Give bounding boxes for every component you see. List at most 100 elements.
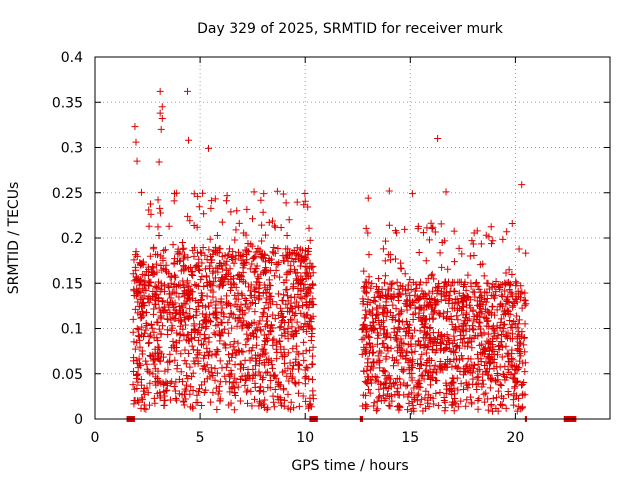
data-point: [503, 349, 511, 357]
data-point: [182, 300, 190, 308]
data-point: [301, 293, 309, 301]
data-point: [182, 381, 190, 389]
data-point: [483, 289, 491, 297]
data-point: [169, 337, 177, 345]
data-point: [274, 311, 282, 319]
x-tick-label: 15: [401, 430, 419, 446]
data-point: [213, 231, 221, 239]
data-point: [150, 394, 158, 402]
data-point: [134, 370, 142, 378]
data-point: [133, 397, 141, 405]
data-point: [425, 343, 433, 351]
data-point: [403, 381, 411, 389]
data-point: [397, 291, 405, 299]
data-point: [143, 360, 151, 368]
data-point: [277, 223, 285, 231]
data-point: [252, 265, 260, 273]
data-point: [274, 393, 282, 401]
data-point: [409, 356, 417, 364]
data-point: [458, 250, 466, 258]
data-point: [241, 381, 249, 389]
data-point: [259, 208, 267, 216]
data-point: [283, 232, 291, 240]
data-point: [218, 218, 226, 226]
data-point: [375, 347, 383, 355]
data-point: [270, 335, 278, 343]
data-point: [223, 257, 231, 265]
data-point: [304, 270, 312, 278]
data-point: [199, 310, 207, 318]
data-points: [129, 87, 530, 415]
data-point: [402, 355, 410, 363]
data-point: [406, 276, 414, 284]
data-point: [133, 384, 141, 392]
data-point: [163, 380, 171, 388]
data-point: [144, 389, 152, 397]
data-point: [494, 387, 502, 395]
data-point: [243, 256, 251, 264]
data-point: [375, 321, 383, 329]
data-point: [155, 232, 163, 240]
data-point: [152, 283, 160, 291]
data-point: [242, 341, 250, 349]
data-point: [268, 217, 276, 225]
data-point: [369, 348, 377, 356]
data-point: [180, 244, 188, 252]
data-point: [256, 386, 264, 394]
data-point: [509, 356, 517, 364]
data-point: [227, 309, 235, 317]
data-point: [252, 248, 260, 256]
data-point: [271, 223, 279, 231]
data-point: [292, 327, 300, 335]
data-point: [133, 157, 141, 165]
data-point: [474, 282, 482, 290]
data-point: [273, 187, 281, 195]
data-point: [425, 355, 433, 363]
data-point: [207, 280, 215, 288]
data-point: [282, 276, 290, 284]
data-point: [260, 267, 268, 275]
data-point: [450, 258, 458, 266]
data-point: [245, 347, 253, 355]
data-point: [481, 305, 489, 313]
data-point: [170, 304, 178, 312]
data-point: [179, 281, 187, 289]
data-point: [247, 287, 255, 295]
data-point: [160, 396, 168, 404]
data-point: [423, 343, 431, 351]
data-point: [157, 330, 165, 338]
data-point: [472, 278, 480, 286]
data-point: [265, 358, 273, 366]
data-point: [169, 300, 177, 308]
data-point: [514, 320, 522, 328]
data-point: [262, 288, 270, 296]
data-point: [409, 278, 417, 286]
data-point: [309, 280, 317, 288]
data-point: [260, 331, 268, 339]
data-point: [216, 327, 224, 335]
data-point: [278, 308, 286, 316]
data-point: [168, 378, 176, 386]
data-point: [414, 390, 422, 398]
data-point: [487, 223, 495, 231]
data-point: [500, 311, 508, 319]
data-point: [452, 324, 460, 332]
data-point: [133, 339, 141, 347]
data-point: [404, 320, 412, 328]
data-point: [361, 306, 369, 314]
data-point: [238, 347, 246, 355]
data-point: [262, 258, 269, 266]
data-point: [302, 347, 310, 355]
data-point: [189, 404, 197, 412]
data-point: [248, 242, 256, 250]
data-point: [497, 382, 505, 390]
data-point: [303, 263, 311, 271]
data-point: [172, 347, 180, 355]
data-point: [262, 338, 270, 346]
data-point: [474, 379, 482, 387]
data-point: [193, 308, 201, 316]
data-point: [470, 326, 478, 334]
data-point: [155, 158, 163, 166]
data-point: [499, 370, 507, 378]
data-point: [181, 357, 189, 365]
